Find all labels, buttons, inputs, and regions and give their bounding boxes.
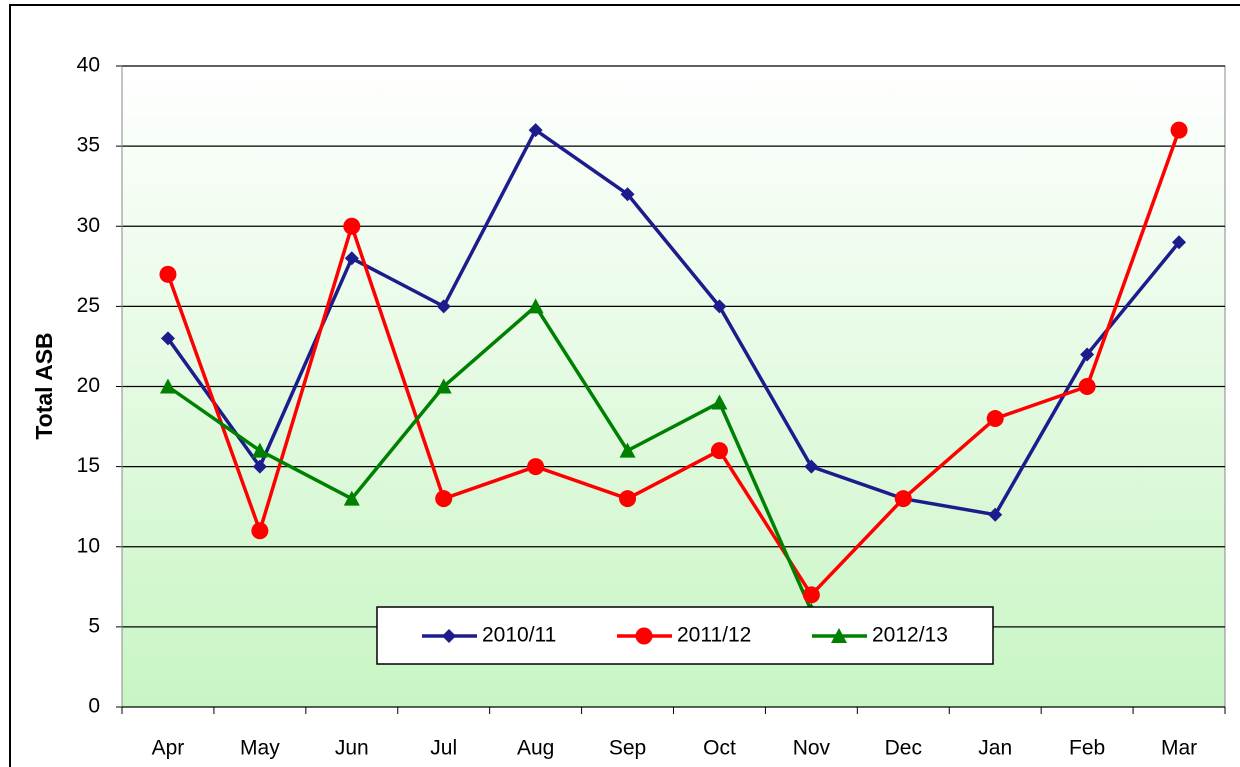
x-tick-label: Jan <box>978 737 1012 760</box>
x-tick-label: Apr <box>152 737 185 760</box>
y-tick-label: 35 <box>77 134 100 157</box>
series-line <box>166 129 1181 597</box>
marker <box>1080 347 1095 362</box>
x-tick-label: Feb <box>1069 737 1105 760</box>
marker <box>252 459 267 474</box>
marker <box>343 217 361 235</box>
marker <box>442 629 456 643</box>
x-tick-label: Sep <box>609 737 646 760</box>
marker <box>527 458 545 476</box>
marker <box>619 442 636 458</box>
grid: 0 5 10 15 20 25 30 35 40 Apr May Jun Jul Aug Sep Oct Nov… <box>77 54 1226 760</box>
marker <box>251 442 268 458</box>
marker <box>804 459 819 474</box>
marker <box>527 298 544 314</box>
y-axis-label: Total ASB <box>31 332 57 439</box>
x-tick-label: Jul <box>430 737 457 760</box>
y-tick-label: 25 <box>77 294 100 317</box>
marker <box>435 378 452 394</box>
legend-label: 2011/12 <box>677 624 751 647</box>
y-tick-label: 10 <box>77 534 100 557</box>
series-line <box>166 128 1181 517</box>
marker <box>528 123 543 138</box>
y-tick-label: 30 <box>77 214 100 237</box>
marker <box>620 187 635 202</box>
y-tick-label: 5 <box>88 614 100 637</box>
series-lines <box>159 121 1188 618</box>
x-tick-label: May <box>240 737 280 760</box>
marker <box>1078 378 1096 395</box>
marker <box>802 586 820 604</box>
marker <box>344 251 359 266</box>
marker <box>160 331 175 346</box>
marker <box>711 394 728 410</box>
y-tick-label: 40 <box>77 54 100 77</box>
x-tick-label: Aug <box>517 737 554 760</box>
frame <box>9 4 1240 767</box>
y-tick-label: 20 <box>77 374 100 397</box>
marker <box>986 410 1004 428</box>
x-tick-label: Nov <box>793 737 831 760</box>
marker <box>710 442 728 460</box>
marker <box>988 507 1003 522</box>
marker <box>251 522 269 540</box>
x-tick-label: Dec <box>885 737 922 760</box>
marker <box>159 265 177 283</box>
marker <box>635 627 653 645</box>
marker <box>831 628 847 643</box>
legend-label: 2012/13 <box>872 624 948 647</box>
marker <box>712 299 727 314</box>
x-tick-label: Oct <box>703 737 736 760</box>
series-line <box>166 304 813 612</box>
y-tick-label: 0 <box>88 695 100 718</box>
y-tick-label: 15 <box>77 454 100 477</box>
legend-box <box>376 606 994 665</box>
legend-label: 2010/11 <box>482 624 556 647</box>
marker <box>894 490 912 508</box>
marker <box>619 490 637 508</box>
marker <box>436 299 451 314</box>
legend: 2010/11 2011/12 2012/13 <box>376 606 994 665</box>
x-tick-label: Mar <box>1161 737 1197 760</box>
marker <box>1172 235 1187 250</box>
marker <box>1170 121 1188 139</box>
marker <box>343 490 360 506</box>
marker <box>435 490 453 508</box>
x-tick-label: Jun <box>335 737 369 760</box>
marker <box>159 378 176 394</box>
